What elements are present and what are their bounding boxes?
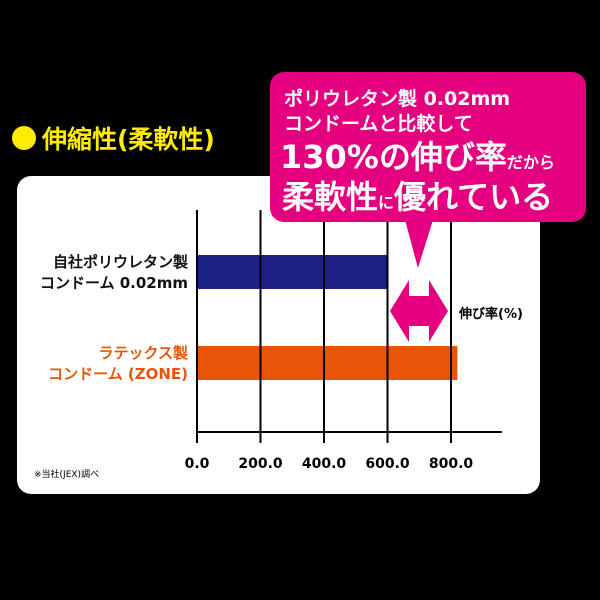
category-label-latex: ラテックス製 コンドーム (ZONE) [48,343,188,385]
source-note: ※当社(JEX)調べ [34,470,100,480]
bar [197,346,458,380]
x-axis-label: 伸び率(%) [459,307,523,322]
callout-line3: 130%の伸び率だから [280,132,555,178]
double-arrow-icon [390,280,448,342]
category-line2: コンドーム (ZONE) [48,365,188,383]
callout-highlight: 優れている [394,178,554,216]
callout-line4: 柔軟性に優れている [282,172,553,218]
x-tick-label: 0.0 [185,456,210,472]
category-label-polyurethane: 自社ポリウレタン製 コンドーム 0.02mm [40,252,188,294]
callout-small: に [378,193,395,212]
category-line1: ラテックス製 [98,344,188,362]
x-tick-label: 400.0 [302,456,347,472]
bullet-icon [12,126,36,150]
callout-highlight: 柔軟性 [282,178,379,216]
callout-highlight: 130%の伸び率 [280,138,507,176]
callout-tail [405,220,433,268]
callout-bubble: ポリウレタン製 0.02mm コンドームと比較して 130%の伸び率だから 柔軟… [270,72,586,222]
x-tick-label: 600.0 [365,456,410,472]
chart-panel [17,176,540,494]
heading-text: 伸縮性(柔軟性) [42,125,215,154]
callout-line1: ポリウレタン製 0.02mm [284,88,511,110]
callout-small: だから [506,153,555,172]
chart-heading: 伸縮性(柔軟性) [12,120,215,156]
bar [197,255,388,289]
callout-line2: コンドームと比較して [284,113,473,135]
x-tick-label: 800.0 [429,456,474,472]
category-line1: 自社ポリウレタン製 [52,253,188,271]
x-tick-label: 200.0 [238,456,283,472]
category-line2: コンドーム 0.02mm [39,274,188,292]
